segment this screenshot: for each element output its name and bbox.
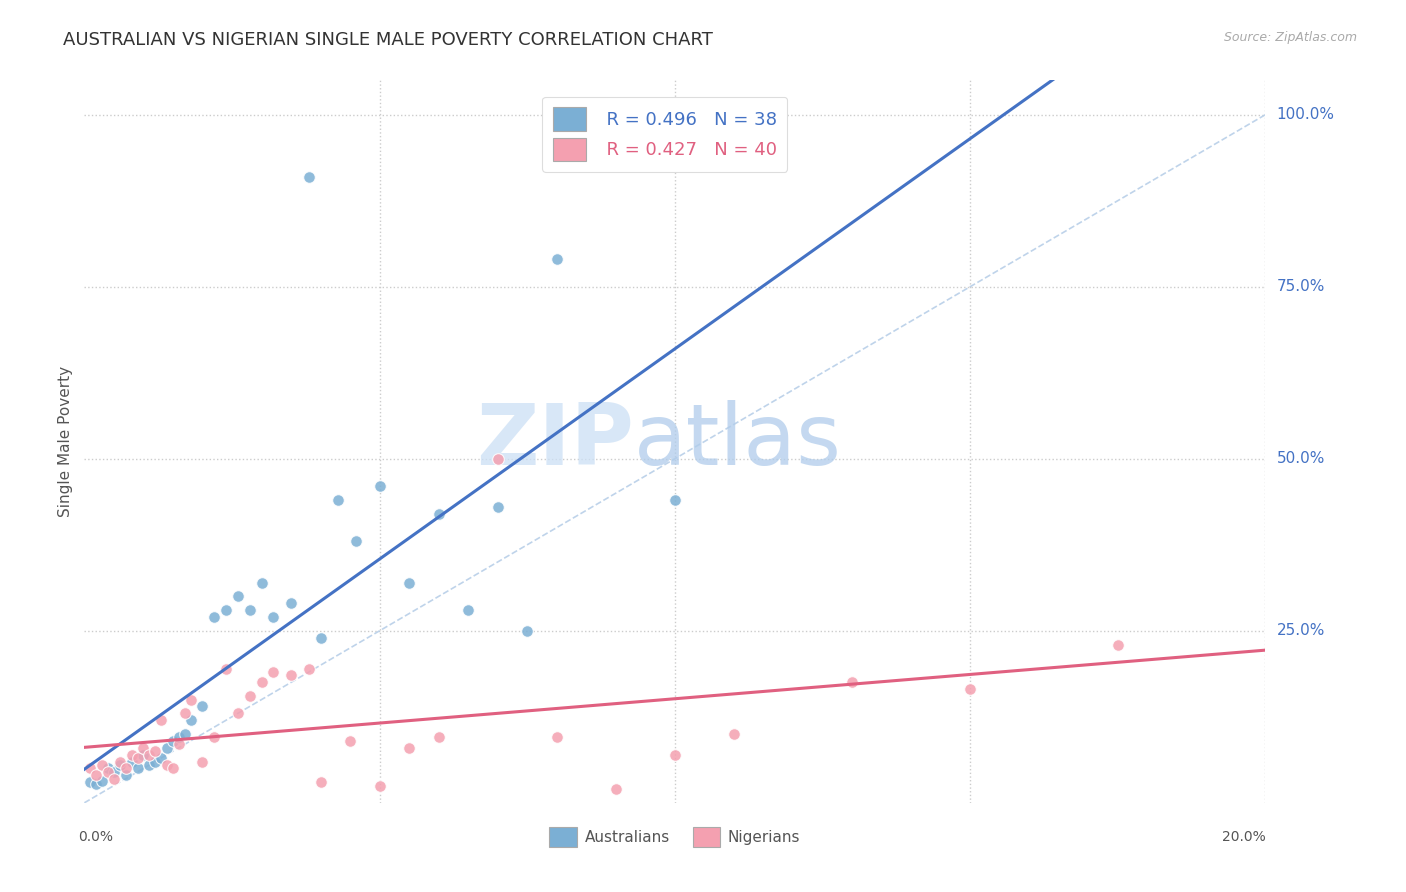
- Point: [202, 610, 225, 624]
- Point: [516, 624, 538, 638]
- Point: [84, 776, 107, 790]
- Point: [173, 706, 195, 721]
- Point: [180, 692, 202, 706]
- Point: [486, 500, 509, 514]
- Point: [191, 699, 214, 714]
- Point: [127, 751, 149, 765]
- Y-axis label: Single Male Poverty: Single Male Poverty: [58, 366, 73, 517]
- Point: [180, 713, 202, 727]
- Point: [239, 603, 262, 617]
- Point: [215, 662, 238, 676]
- Point: [143, 755, 166, 769]
- Point: [226, 706, 249, 721]
- Point: [841, 675, 863, 690]
- Point: [156, 740, 179, 755]
- Point: [546, 252, 568, 267]
- Point: [368, 479, 391, 493]
- Point: [103, 772, 125, 786]
- Point: [398, 740, 420, 755]
- Point: [398, 575, 420, 590]
- Point: [328, 493, 350, 508]
- Text: 0.0%: 0.0%: [79, 830, 114, 844]
- Point: [138, 758, 160, 772]
- Point: [546, 731, 568, 745]
- Point: [262, 665, 284, 679]
- Point: [108, 755, 131, 769]
- Point: [121, 747, 143, 762]
- Point: [150, 751, 173, 765]
- Point: [262, 610, 284, 624]
- Point: [173, 727, 195, 741]
- Point: [108, 758, 131, 772]
- Point: [226, 590, 249, 604]
- Point: [1107, 638, 1129, 652]
- Point: [191, 755, 214, 769]
- Point: [121, 755, 143, 769]
- Point: [280, 596, 302, 610]
- Point: [97, 764, 120, 779]
- Point: [202, 731, 225, 745]
- Point: [215, 603, 238, 617]
- Point: [339, 734, 361, 748]
- Point: [664, 493, 686, 508]
- Text: 100.0%: 100.0%: [1277, 107, 1334, 122]
- Text: AUSTRALIAN VS NIGERIAN SINGLE MALE POVERTY CORRELATION CHART: AUSTRALIAN VS NIGERIAN SINGLE MALE POVER…: [63, 31, 713, 49]
- Point: [167, 737, 190, 751]
- Point: [97, 761, 120, 775]
- Text: Source: ZipAtlas.com: Source: ZipAtlas.com: [1223, 31, 1357, 45]
- Point: [138, 747, 160, 762]
- Text: 75.0%: 75.0%: [1277, 279, 1324, 294]
- Point: [250, 675, 273, 690]
- Point: [280, 668, 302, 682]
- Text: atlas: atlas: [634, 400, 842, 483]
- Point: [664, 747, 686, 762]
- Text: ZIP: ZIP: [475, 400, 634, 483]
- Point: [298, 169, 321, 184]
- Point: [156, 758, 179, 772]
- Point: [457, 603, 479, 617]
- Point: [309, 631, 332, 645]
- Point: [132, 747, 155, 762]
- Point: [250, 575, 273, 590]
- Point: [167, 731, 190, 745]
- Text: 20.0%: 20.0%: [1222, 830, 1265, 844]
- Point: [79, 775, 101, 789]
- Point: [114, 761, 136, 775]
- Point: [427, 507, 450, 521]
- Text: 25.0%: 25.0%: [1277, 624, 1324, 639]
- Point: [959, 682, 981, 697]
- Point: [150, 713, 173, 727]
- Point: [84, 768, 107, 782]
- Point: [103, 764, 125, 779]
- Point: [91, 758, 114, 772]
- Point: [127, 761, 149, 775]
- Point: [143, 744, 166, 758]
- Point: [605, 782, 627, 797]
- Legend: Australians, Nigerians: Australians, Nigerians: [543, 822, 807, 853]
- Point: [309, 775, 332, 789]
- Point: [79, 761, 101, 775]
- Point: [427, 731, 450, 745]
- Point: [91, 773, 114, 788]
- Point: [486, 451, 509, 466]
- Point: [162, 761, 184, 775]
- Point: [132, 740, 155, 755]
- Point: [239, 689, 262, 703]
- Point: [344, 534, 367, 549]
- Point: [298, 662, 321, 676]
- Point: [162, 734, 184, 748]
- Point: [368, 779, 391, 793]
- Point: [114, 768, 136, 782]
- Text: 50.0%: 50.0%: [1277, 451, 1324, 467]
- Point: [723, 727, 745, 741]
